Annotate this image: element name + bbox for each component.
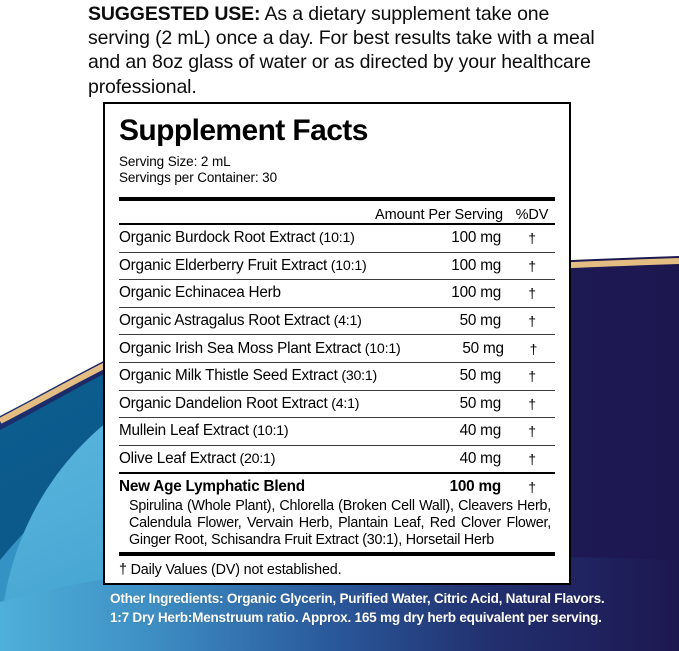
ingredient-amount: 100 mg: [451, 284, 501, 302]
ingredient-amount: 50 mg: [459, 394, 502, 412]
ingredient-name: Organic Dandelion Root Extract (4:1): [119, 394, 360, 412]
ingredient-name: Organic Burdock Root Extract (10:1): [119, 229, 355, 247]
suggested-use-label: SUGGESTED USE:: [88, 3, 261, 25]
table-column-headers: Amount Per Serving %DV: [119, 201, 555, 223]
divider-thin: [119, 306, 555, 308]
ingredient-ratio: (20:1): [235, 451, 276, 468]
header-amount-per-serving: Amount Per Serving: [375, 207, 503, 223]
suggested-use-text: SUGGESTED USE: As a dietary supplement t…: [88, 2, 600, 99]
blend-amount: 100 mg: [449, 478, 502, 496]
ingredient-dv: †: [528, 451, 536, 468]
ingredient-name: Olive Leaf Extract (20:1): [119, 450, 276, 468]
other-ingredients-line-1: Other Ingredients: Organic Glycerin, Pur…: [110, 591, 605, 606]
supplement-facts-panel: Supplement Facts Serving Size: 2 mL Serv…: [103, 102, 571, 585]
ingredient-row: Organic Dandelion Root Extract (4:1) 50 m…: [119, 391, 555, 418]
blend-name: New Age Lymphatic Blend: [119, 478, 305, 496]
divider-above-blend: [119, 472, 555, 475]
daily-value-footnote: † Daily Values (DV) not established.: [119, 562, 342, 579]
ingredient-ratio: (4:1): [327, 395, 360, 412]
ingredient-row: Organic Milk Thistle Seed Extract (30:1)…: [119, 363, 555, 390]
ingredient-dv: †: [528, 313, 536, 330]
ingredient-row: Organic Echinacea Herb 100 mg †: [119, 280, 555, 307]
blend-sub-ingredients: Spirulina (Whole Plant), Chlorella (Brok…: [129, 498, 551, 548]
ingredient-ratio: (30:1): [337, 368, 378, 385]
suggested-use-body: As a dietary supplement take one serving…: [88, 3, 595, 98]
serving-size: Serving Size: 2 mL: [119, 154, 231, 169]
ingredient-ratio: (4:1): [329, 313, 362, 330]
ingredient-name: Organic Astragalus Root Extract (4:1): [119, 312, 362, 330]
ingredient-list: Organic Burdock Root Extract (10:1) 100 m…: [119, 225, 555, 472]
servings-per-container: Servings per Container: 30: [119, 169, 277, 185]
ingredient-name: Organic Echinacea Herb: [119, 284, 281, 302]
ingredient-name: Mullein Leaf Extract (10:1): [119, 422, 289, 440]
ingredient-amount: 100 mg: [451, 256, 501, 274]
serving-info: Serving Size: 2 mL Servings per Containe…: [119, 150, 555, 188]
ingredient-dv: †: [528, 285, 536, 302]
divider-thin: [119, 334, 555, 336]
ingredient-amount: 100 mg: [451, 229, 501, 247]
divider-thick-bottom: [119, 552, 555, 557]
ingredient-ratio: (10:1): [315, 230, 355, 247]
ingredient-dv: †: [528, 395, 536, 412]
ingredient-dv: †: [528, 423, 536, 440]
ingredient-dv: †: [528, 257, 536, 274]
ingredient-amount: 40 mg: [459, 450, 502, 468]
ingredient-row: Mullein Leaf Extract (10:1) 40 mg †: [119, 418, 555, 445]
divider-thin: [119, 361, 555, 363]
divider-thick-top: [119, 197, 555, 201]
divider-thin: [119, 279, 555, 281]
ingredient-row: Organic Burdock Root Extract (10:1) 100 m…: [119, 225, 555, 252]
divider-thin: [119, 444, 555, 446]
ingredient-row: Organic Astragalus Root Extract (4:1) 50 …: [119, 308, 555, 335]
supplement-facts-title: Supplement Facts: [119, 114, 368, 147]
ingredient-ratio: (10:1): [361, 340, 401, 357]
divider-thin: [119, 417, 555, 419]
ingredient-name: Organic Irish Sea Moss Plant Extract (10…: [119, 339, 401, 357]
ingredient-amount: 50 mg: [459, 367, 502, 385]
ingredient-row: Organic Elderberry Fruit Extract (10:1) 1…: [119, 253, 555, 280]
ingredient-amount: 50 mg: [462, 339, 504, 357]
blend-dv: †: [528, 479, 536, 496]
other-ingredients-text: Other Ingredients: Organic Glycerin, Pur…: [110, 589, 610, 627]
other-ingredients-line-2: 1:7 Dry Herb:Menstruum ratio. Approx. 16…: [110, 610, 602, 625]
ingredient-amount: 50 mg: [459, 312, 502, 330]
blend-header-row: New Age Lymphatic Blend 100 mg †: [119, 474, 555, 498]
divider-thin: [119, 251, 555, 253]
ingredient-row: Organic Irish Sea Moss Plant Extract (10…: [119, 335, 555, 362]
ingredient-dv: †: [528, 230, 536, 247]
header-percent-dv: %DV: [515, 207, 549, 223]
divider-thin: [119, 389, 555, 391]
ingredient-dv: †: [529, 340, 538, 357]
ingredient-row: Olive Leaf Extract (20:1) 40 mg †: [119, 446, 555, 473]
ingredient-ratio: (10:1): [248, 423, 289, 440]
divider-under-headers: [119, 223, 555, 225]
ingredient-ratio: (10:1): [327, 257, 367, 274]
ingredient-amount: 40 mg: [459, 422, 502, 440]
ingredient-dv: †: [528, 368, 536, 385]
ingredient-name: Organic Milk Thistle Seed Extract (30:1): [119, 367, 378, 385]
ingredient-name: Organic Elderberry Fruit Extract (10:1): [119, 256, 367, 274]
